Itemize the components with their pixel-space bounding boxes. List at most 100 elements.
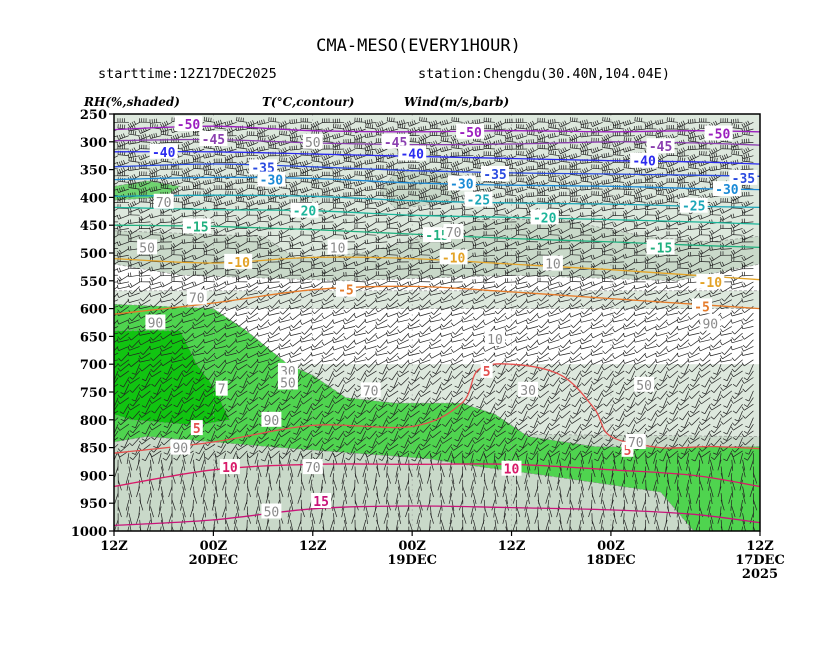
temp-label--35-1: -35 <box>483 168 506 183</box>
wind-barb-3202 <box>354 466 356 478</box>
x-tick-label-1: 00Z <box>200 539 228 554</box>
wind-barb-29 <box>419 116 431 123</box>
wind-barb-296 <box>709 147 722 155</box>
wind-barb-42 <box>558 120 571 128</box>
wind-barb-151 <box>440 132 452 138</box>
wind-barb-69 <box>203 126 216 132</box>
wind-barb-109 <box>633 125 646 131</box>
wind-barb-239 <box>741 138 754 144</box>
rh-label-19: 70 <box>305 461 321 476</box>
wind-barb-158 <box>515 133 528 140</box>
wind-barb-55 <box>698 118 711 123</box>
wind-barb-161 <box>547 132 560 139</box>
wind-barb-112 <box>666 125 679 130</box>
y-tick-label-900: 900 <box>80 469 107 484</box>
wind-barb-297 <box>720 144 732 150</box>
wind-barb-240 <box>114 147 119 150</box>
wind-barb-217 <box>505 137 517 143</box>
wind-barb-144 <box>364 132 377 139</box>
wind-barb-20 <box>322 118 334 123</box>
temp-label--5-1: -5 <box>694 300 710 315</box>
wind-barb-54 <box>687 118 700 124</box>
wind-barb-32 <box>451 116 463 123</box>
rh-label-20: 50 <box>264 506 280 521</box>
temp-label--45-0: -45 <box>202 133 225 148</box>
wind-barb-21 <box>332 118 345 124</box>
wind-barb-9 <box>203 116 216 123</box>
wind-barb-196 <box>278 139 291 147</box>
x-tick-label-5: 00Z <box>597 539 625 554</box>
wind-barb-295 <box>698 144 711 150</box>
y-tick-label-800: 800 <box>80 414 107 429</box>
temp-label--30-1: -30 <box>450 178 474 193</box>
rh-label-16: 90 <box>264 414 280 429</box>
wind-barb-25 <box>375 120 388 128</box>
wind-barb-3140 <box>333 459 335 471</box>
wind-barb-74 <box>256 127 270 135</box>
wind-barb-38 <box>515 118 528 123</box>
temp-label--20-1: -20 <box>533 211 557 226</box>
wind-barb-277 <box>505 145 517 150</box>
wind-barb-203 <box>354 138 366 143</box>
rh-label-0: 50 <box>305 136 321 151</box>
wind-barb-261 <box>332 145 345 151</box>
temp-label--30-2: -30 <box>715 183 739 198</box>
wind-barb-107 <box>612 123 625 130</box>
wind-barb-3167 <box>623 459 625 471</box>
y-tick-label-350: 350 <box>80 164 107 179</box>
rh-label-18: 70 <box>628 436 644 451</box>
wind-barb-98 <box>515 123 528 130</box>
temp-label-10-0: 10 <box>222 461 238 476</box>
temp-label--10-2: -10 <box>699 276 723 291</box>
temp-label--50-2: -50 <box>707 128 731 143</box>
temp-label--50-1: -50 <box>458 126 482 141</box>
y-tick-label-700: 700 <box>80 358 107 373</box>
temp-label--50-0: -50 <box>177 118 201 133</box>
wind-barb-264 <box>364 145 377 152</box>
wind-barb-106 <box>601 125 614 132</box>
wind-barb-164 <box>580 132 592 138</box>
y-tick-label-600: 600 <box>80 303 107 318</box>
wind-barb-17 <box>289 118 302 125</box>
wind-barb-110 <box>645 124 657 130</box>
wind-barb-48 <box>622 119 636 126</box>
wind-barb-220 <box>537 137 549 143</box>
wind-barb-18 <box>300 117 312 123</box>
x-tick-date-5: 18DEC <box>586 553 636 568</box>
y-tick-label-250: 250 <box>80 108 107 123</box>
temp-label--40-1: -40 <box>400 148 424 163</box>
wind-barb-36 <box>493 120 506 128</box>
wind-barb-252 <box>236 143 248 150</box>
chart-subtitle-starttime: starttime:12Z17DEC2025 <box>98 66 277 82</box>
wind-barb-49 <box>634 116 646 123</box>
wind-barb-278 <box>515 145 528 150</box>
temp-label--30-0: -30 <box>260 174 284 189</box>
y-tick-label-400: 400 <box>80 191 107 206</box>
wind-barb-104 <box>580 123 592 130</box>
wind-barb-3672 <box>246 519 248 531</box>
wind-barb-283 <box>569 143 582 150</box>
legend-wind: Wind(m/s,barb) <box>404 95 510 109</box>
temp-label--15-2: -15 <box>649 241 672 256</box>
wind-barb-263 <box>354 144 366 150</box>
y-tick-label-850: 850 <box>80 442 107 457</box>
temp-label--25-1: -25 <box>682 200 705 215</box>
x-tick-label-0: 12Z <box>100 539 128 554</box>
y-tick-label-450: 450 <box>80 219 107 234</box>
wind-barb-125 <box>160 130 173 137</box>
wind-barb-127 <box>181 132 194 138</box>
wind-barb-134 <box>257 132 269 138</box>
temp-label--15-0: -15 <box>185 220 208 235</box>
wind-barb-14 <box>256 119 269 126</box>
wind-barb-3730 <box>225 526 227 531</box>
rh-label-1: 70 <box>156 196 172 211</box>
x-tick-year-6: 2025 <box>742 567 778 582</box>
wind-barb-37 <box>504 118 517 124</box>
wind-barb-163 <box>569 133 582 141</box>
wind-barb-262 <box>343 147 356 155</box>
wind-barb-96 <box>494 125 506 131</box>
rh-label-4: 70 <box>446 226 462 241</box>
wind-barb-58 <box>730 118 743 124</box>
rh-label-11: 50 <box>280 377 296 392</box>
